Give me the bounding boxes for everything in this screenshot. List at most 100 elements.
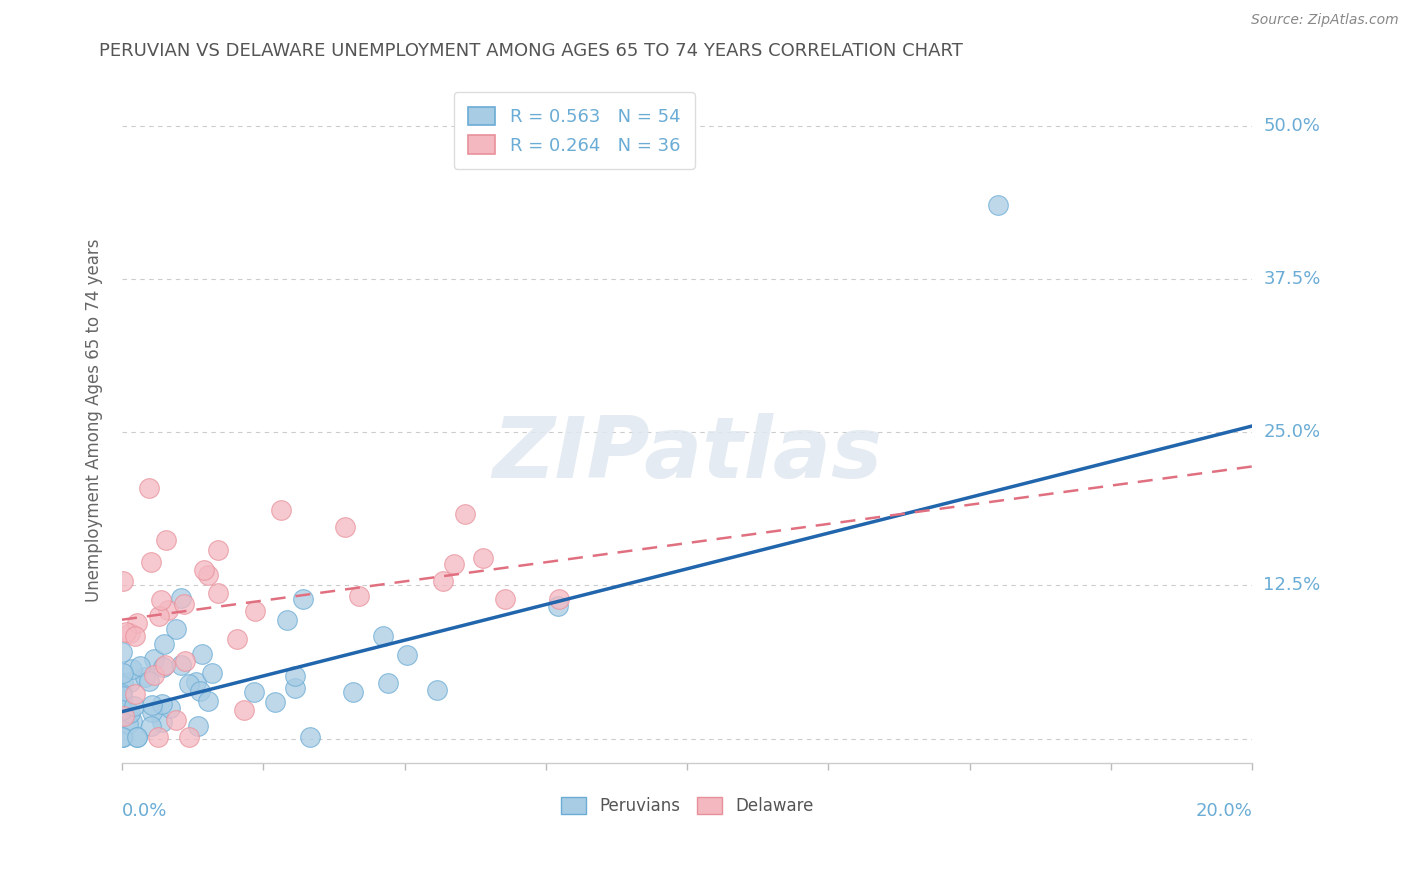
Point <box>111 731 134 745</box>
Point <box>494 592 516 607</box>
Point <box>122 699 145 714</box>
Point <box>276 613 298 627</box>
Point <box>125 731 148 745</box>
Point <box>184 675 207 690</box>
Point <box>121 662 143 676</box>
Text: 25.0%: 25.0% <box>1264 423 1320 442</box>
Text: Source: ZipAtlas.com: Source: ZipAtlas.com <box>1251 13 1399 28</box>
Text: 12.5%: 12.5% <box>1264 576 1320 594</box>
Y-axis label: Unemployment Among Ages 65 to 74 years: Unemployment Among Ages 65 to 74 years <box>86 238 103 601</box>
Point <box>291 591 314 606</box>
Point <box>193 563 215 577</box>
Point <box>155 533 177 548</box>
Point <box>987 198 1010 212</box>
Point <box>134 670 156 684</box>
Text: PERUVIAN VS DELAWARE UNEMPLOYMENT AMONG AGES 65 TO 74 YEARS CORRELATION CHART: PERUVIAN VS DELAWARE UNEMPLOYMENT AMONG … <box>100 42 963 60</box>
Point <box>547 599 569 613</box>
Point <box>173 597 195 611</box>
Point <box>112 666 135 681</box>
Point <box>284 669 307 683</box>
Point <box>152 660 174 674</box>
Point <box>187 718 209 732</box>
Point <box>197 694 219 708</box>
Point <box>141 698 163 712</box>
Point <box>111 645 134 659</box>
Point <box>243 685 266 699</box>
Point <box>432 574 454 588</box>
Point <box>112 574 135 588</box>
Point <box>342 685 364 699</box>
Point <box>150 698 173 712</box>
Point <box>299 731 322 745</box>
Point <box>165 622 187 636</box>
Point <box>127 731 149 745</box>
Point <box>197 568 219 582</box>
Point <box>153 637 176 651</box>
Point <box>179 677 201 691</box>
Text: 0.0%: 0.0% <box>122 802 167 820</box>
Point <box>118 675 141 690</box>
Point <box>170 591 193 605</box>
Point <box>207 586 229 600</box>
Point <box>454 508 477 522</box>
Point <box>179 731 201 745</box>
Point <box>121 714 143 728</box>
Text: 20.0%: 20.0% <box>1195 802 1253 820</box>
Text: ZIPatlas: ZIPatlas <box>492 413 882 496</box>
Point <box>139 555 162 569</box>
Point <box>149 593 172 607</box>
Point <box>548 592 571 607</box>
Point <box>117 717 139 731</box>
Point <box>159 700 181 714</box>
Point <box>124 629 146 643</box>
Point <box>471 550 494 565</box>
Point <box>426 683 449 698</box>
Point <box>138 481 160 495</box>
Point <box>207 542 229 557</box>
Point <box>111 703 134 717</box>
Point <box>142 651 165 665</box>
Point <box>111 676 134 690</box>
Point <box>148 609 170 624</box>
Point <box>141 705 163 719</box>
Point <box>284 681 307 695</box>
Point <box>243 604 266 618</box>
Point <box>169 658 191 673</box>
Point <box>264 694 287 708</box>
Point <box>190 647 212 661</box>
Point <box>146 731 169 745</box>
Point <box>112 708 135 723</box>
Point <box>174 654 197 668</box>
Text: 37.5%: 37.5% <box>1264 270 1320 288</box>
Point <box>377 676 399 690</box>
Point <box>152 714 174 729</box>
Point <box>118 625 141 640</box>
Point <box>166 713 188 727</box>
Point <box>226 632 249 646</box>
Point <box>111 731 134 745</box>
Point <box>200 665 222 680</box>
Legend: Peruvians, Delaware: Peruvians, Delaware <box>553 789 823 823</box>
Point <box>443 557 465 571</box>
Point <box>112 700 135 714</box>
Point <box>129 659 152 673</box>
Point <box>114 624 136 639</box>
Point <box>127 615 149 630</box>
Point <box>396 648 419 662</box>
Point <box>333 519 356 533</box>
Point <box>111 693 134 707</box>
Point <box>270 502 292 516</box>
Point <box>124 687 146 701</box>
Point <box>233 703 256 717</box>
Point <box>142 668 165 682</box>
Text: 50.0%: 50.0% <box>1264 117 1320 135</box>
Point <box>373 629 395 643</box>
Point <box>138 673 160 688</box>
Point <box>139 719 162 733</box>
Point <box>153 657 176 672</box>
Point <box>347 589 370 603</box>
Point <box>188 684 211 698</box>
Point <box>111 690 134 704</box>
Point <box>111 687 134 701</box>
Point <box>118 706 141 721</box>
